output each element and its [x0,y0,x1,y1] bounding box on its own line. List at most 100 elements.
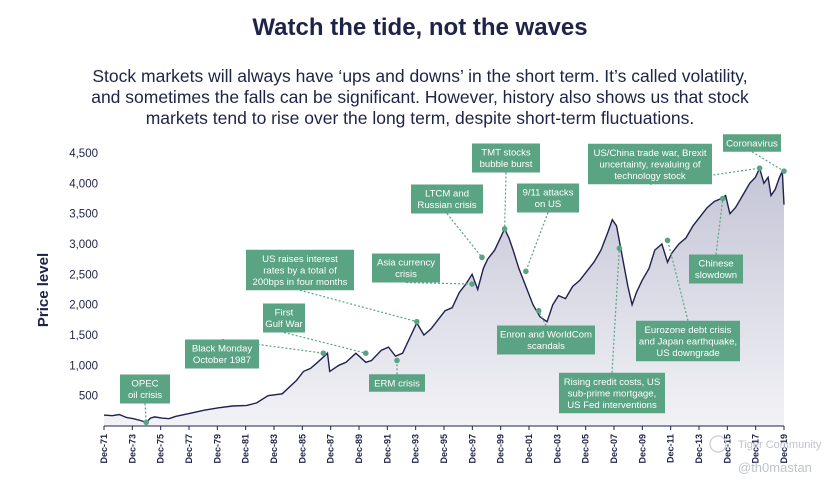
y-tick-label: 500 [79,391,98,403]
annotation-connector [504,172,507,229]
x-tick-label: Dec-99 [496,434,506,464]
annotation-connector [666,240,689,321]
annotation-marker [363,350,369,357]
x-tick-label: Dec-09 [637,434,647,464]
annotation-label: TMT stocks [481,148,531,159]
annotation-box [372,253,440,283]
annotation-marker [394,357,400,364]
x-tick-label: Dec-95 [439,434,449,464]
annotation-label: Coronavirus [726,138,778,149]
annotation-box [517,183,579,213]
watermark-logo-icon [709,435,727,453]
annotation: Coronavirus [723,134,787,174]
annotation-marker [501,226,508,232]
annotation-box [185,339,259,369]
annotation-marker [523,268,529,275]
y-tick-label: 4,000 [69,178,98,190]
annotation-label: October 1987 [193,355,251,366]
x-tick-label: Dec-17 [751,434,761,464]
x-tick-label: Dec-97 [467,434,477,464]
x-tick-label: Dec-91 [382,434,392,464]
annotation-label: Rising credit costs, US [564,377,661,388]
annotation-connector [144,403,147,423]
annotation-box [263,303,305,333]
watermark-handle: @th0mastan [738,460,812,475]
y-tick-label: 2,000 [69,300,98,312]
annotation-label: Eurozone debt crisis [645,325,732,336]
annotation-label: 9/11 attacks [522,188,573,199]
subtitle-line: and sometimes the falls can be significa… [91,87,749,107]
annotation-box [689,254,743,284]
annotation-label: technology stock [614,171,686,182]
x-tick-label: Dec-71 [99,434,109,464]
x-tick-label: Dec-13 [694,434,704,464]
annotation-label: US raises interest [262,254,338,265]
annotation-label: 200bps in four months [253,277,348,288]
annotation-marker [414,318,420,325]
annotation-label: crisis [395,269,417,280]
annotation-marker [535,307,542,314]
x-tick-label: Dec-83 [269,434,279,464]
chart-subtitle: Stock markets will always have ‘ups and … [40,66,800,129]
annotation-label: rates by a total of [263,265,337,276]
x-tick-label: Dec-15 [722,434,732,464]
annotation-box [559,372,665,414]
annotation-box [472,143,540,173]
annotation-connector [715,198,724,255]
annotation-connector [405,281,473,285]
annotation: ERM crisis [369,357,425,392]
watermark: Tiger Community @th0mastan [709,435,822,475]
annotation-label: oil crisis [128,390,162,401]
annotation-label: US downgrade [656,348,719,359]
annotation-label: Enron and WorldCom [500,330,592,341]
annotation-marker [616,245,623,252]
annotation-label: on US [535,199,562,210]
annotation-marker [479,254,485,261]
annotation-label: US/China trade war, Brexit [593,148,706,159]
x-tick-label: Dec-89 [354,434,364,464]
x-tick-label: Dec-75 [156,434,166,464]
annotation-marker [756,165,763,171]
annotation-marker [469,281,475,287]
annotation-box [636,320,740,362]
y-tick-label: 3,500 [69,209,98,221]
annotation-label: uncertainty, revaluing of [599,159,700,170]
annotation-label: ERM crisis [374,378,420,389]
annotation-box [411,184,483,214]
annotation-label: bubble burst [480,159,533,170]
x-tick-label: Dec-77 [184,434,194,464]
annotation-box [246,249,354,291]
annotation-label: Chinese [698,259,733,270]
annotation-label: First [275,308,294,319]
annotation-connector [611,248,620,373]
x-tick-label: Dec-11 [666,434,676,463]
watermark-text: Tiger Community [738,439,822,451]
x-tick-label: Dec-05 [581,434,591,464]
x-tick-label: Dec-19 [779,434,789,464]
annotation-marker [664,237,671,244]
annotation-box [588,143,712,185]
y-axis-label: Price level [35,253,52,327]
annotation-label: LTCM and [425,189,469,200]
annotation-connector [283,331,366,354]
annotation-label: Black Monday [192,344,252,355]
y-tick-label: 4,500 [69,148,98,160]
annotation-label: OPEC [131,379,158,390]
annotation-marker [781,168,787,174]
annotation-marker [720,195,726,202]
y-tick-label: 3,000 [69,239,98,251]
x-tick-label: Dec-73 [127,434,137,464]
chart-title: Watch the tide, not the waves [252,14,588,41]
annotation-label: scandals [527,341,565,352]
y-tick-label: 1,500 [69,330,98,342]
